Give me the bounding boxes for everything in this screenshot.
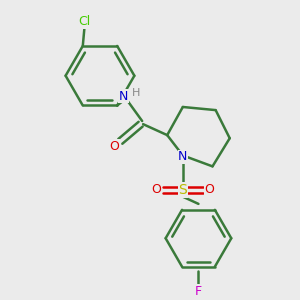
Text: O: O <box>205 183 214 196</box>
Text: Cl: Cl <box>78 15 91 28</box>
Text: N: N <box>178 151 188 164</box>
Text: O: O <box>151 183 161 196</box>
Text: N: N <box>119 89 128 103</box>
Text: O: O <box>110 140 120 153</box>
Text: S: S <box>178 183 187 197</box>
Text: H: H <box>132 88 141 98</box>
Text: F: F <box>195 285 202 298</box>
